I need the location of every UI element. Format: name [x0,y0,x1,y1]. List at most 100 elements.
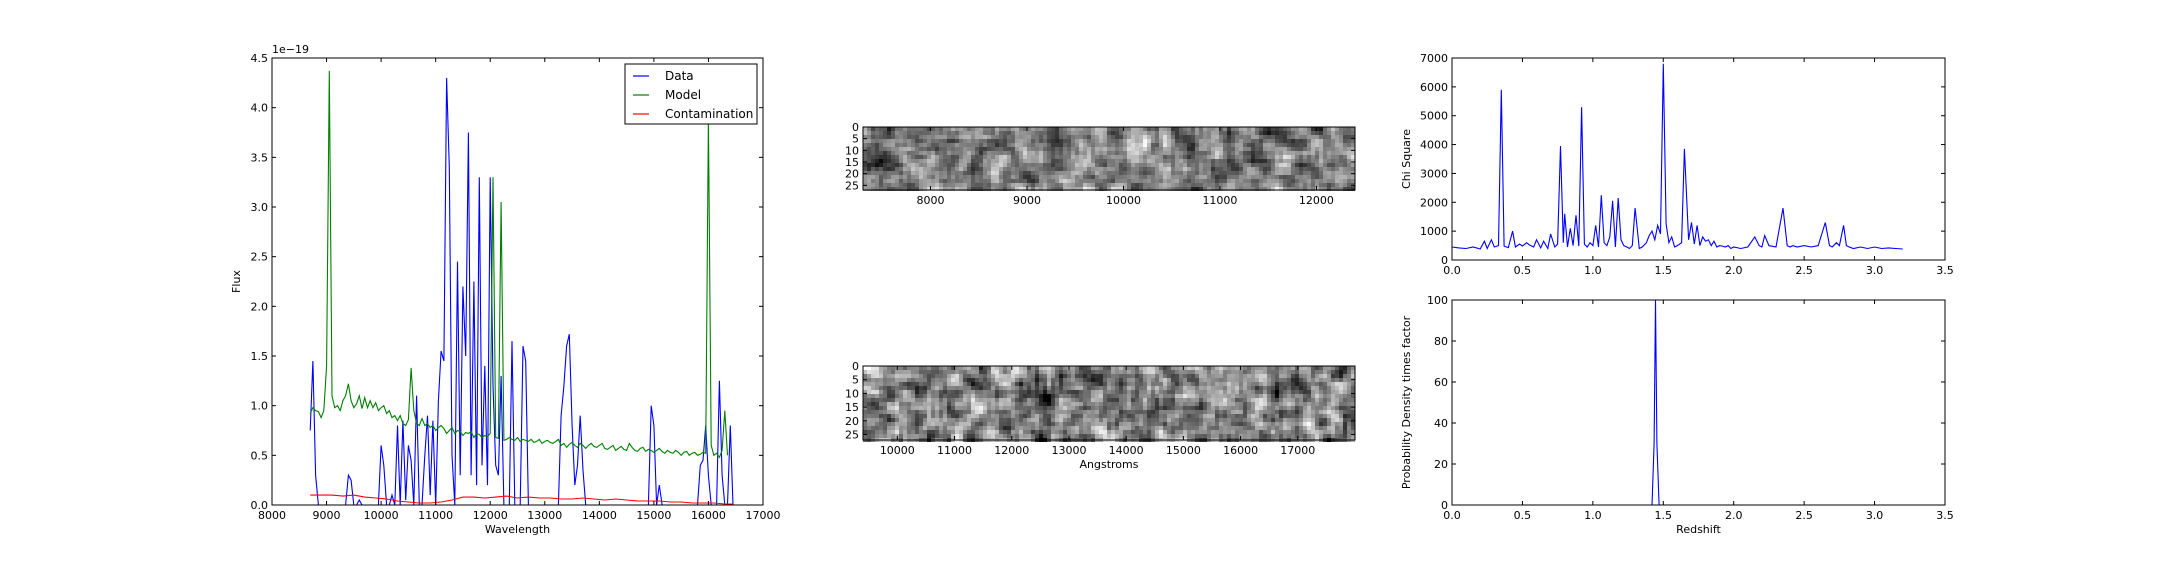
image2d_bottom-pixel [1055,430,1059,434]
image2d_bottom-pixel [1335,406,1339,410]
image2d_top-pixel [947,155,951,159]
image2d_top-pixel [1139,139,1143,143]
image2d_bottom-pixel [1023,370,1027,374]
image2d_top-pixel [1027,175,1031,179]
image2d_top-pixel [1251,167,1255,171]
image2d_top-pixel [1119,135,1123,139]
image2d_top-pixel [975,163,979,167]
image2d_bottom-pixel [947,378,951,382]
image2d_bottom-pixel [887,402,891,406]
image2d_top-pixel [1099,127,1103,131]
image2d_bottom-pixel [1343,422,1347,426]
image2d_bottom-pixel [995,414,999,418]
image2d_top-pixel [931,175,935,179]
image2d_top-pixel [1203,183,1207,187]
image2d_top-pixel [951,127,955,131]
image2d_top-pixel [975,187,979,191]
spectrum-offset-text: 1e−19 [272,43,309,56]
image2d_top-pixel [1323,179,1327,183]
image2d_bottom-pixel [1171,402,1175,406]
image2d_top-pixel [1299,187,1303,191]
chisq-xtick-label: 2.0 [1725,264,1743,277]
image2d_bottom-pixel [1031,422,1035,426]
image2d_bottom-pixel [1159,402,1163,406]
image2d_top-pixel [987,155,991,159]
image2d_top-pixel [979,151,983,155]
image2d_bottom-pixel [1055,422,1059,426]
image2d_bottom-pixel [1219,410,1223,414]
image2d_bottom-pixel [1075,398,1079,402]
image2d_top-pixel [1023,175,1027,179]
image2d_top-pixel [1083,155,1087,159]
image2d_top-pixel [1063,135,1067,139]
image2d_top-pixel [907,159,911,163]
image2d_bottom-pixel [1259,434,1263,438]
image2d_top-pixel [947,147,951,151]
image2d_top-pixel [1327,143,1331,147]
image2d_bottom-pixel [1187,402,1191,406]
image2d_top-pixel [887,159,891,163]
image2d_top-pixel [1323,151,1327,155]
image2d_bottom-pixel [1247,410,1251,414]
image2d_top-pixel [915,151,919,155]
image2d_bottom-pixel [1107,374,1111,378]
image2d_top-pixel [1059,139,1063,143]
image2d_top-pixel [1107,147,1111,151]
image2d_top-pixel [1087,167,1091,171]
image2d_top-pixel [891,179,895,183]
image2d_top-pixel [1095,139,1099,143]
image2d_bottom-xtick-label: 14000 [1109,444,1144,457]
image2d_bottom-pixel [999,370,1003,374]
image2d_bottom-pixel [863,430,867,434]
image2d_bottom-pixel [1023,382,1027,386]
image2d_top-pixel [1119,159,1123,163]
image2d_top-pixel [1231,139,1235,143]
image2d_bottom-pixel [1079,434,1083,438]
image2d_top-pixel [979,131,983,135]
image2d_top-pixel [999,163,1003,167]
image2d_top-pixel [1347,171,1351,175]
image2d_bottom-xtick-label: 11000 [937,444,972,457]
image2d_bottom-pixel [1287,426,1291,430]
image2d_top-pixel [1107,151,1111,155]
image2d_bottom-pixel [879,410,883,414]
image2d_top-pixel [1315,183,1319,187]
image2d_bottom-pixel [887,378,891,382]
image2d_top-pixel [1143,163,1147,167]
image2d_bottom-pixel [1235,374,1239,378]
image2d_bottom-pixel [1099,430,1103,434]
image2d_top-pixel [1111,187,1115,191]
image2d_bottom-pixel [1007,426,1011,430]
image2d_bottom-pixel [935,402,939,406]
image2d_bottom-pixel [1235,426,1239,430]
image2d_top-pixel [1003,127,1007,131]
image2d_bottom-pixel [1075,378,1079,382]
image2d_bottom-pixel [1327,378,1331,382]
image2d_bottom-pixel [963,430,967,434]
image2d_top-pixel [1203,143,1207,147]
image2d_top-pixel [1139,127,1143,131]
image2d_top-pixel [1287,179,1291,183]
image2d_top-pixel [911,167,915,171]
image2d_bottom-pixel [1247,406,1251,410]
image2d_bottom-pixel [1255,378,1259,382]
image2d_top-pixel [931,167,935,171]
image2d_bottom-pixel [1207,370,1211,374]
image2d_top-pixel [1159,147,1163,151]
image2d_bottom-pixel [939,430,943,434]
image2d_bottom-pixel [1115,390,1119,394]
image2d_top-pixel [1071,187,1075,191]
image2d_bottom-pixel [1327,370,1331,374]
image2d_bottom-pixel [1287,410,1291,414]
image2d_top-pixel [1347,143,1351,147]
image2d_top-pixel [1031,135,1035,139]
image2d_top-pixel [943,183,947,187]
image2d_top-pixel [1223,135,1227,139]
image2d_top-pixel [1199,151,1203,155]
image2d_top-pixel [1055,175,1059,179]
image2d_bottom-pixel [867,434,871,438]
image2d_bottom-pixel [1199,370,1203,374]
image2d_top-pixel [1115,171,1119,175]
image2d_bottom-pixel [1127,398,1131,402]
image2d_bottom-pixel [863,366,867,370]
